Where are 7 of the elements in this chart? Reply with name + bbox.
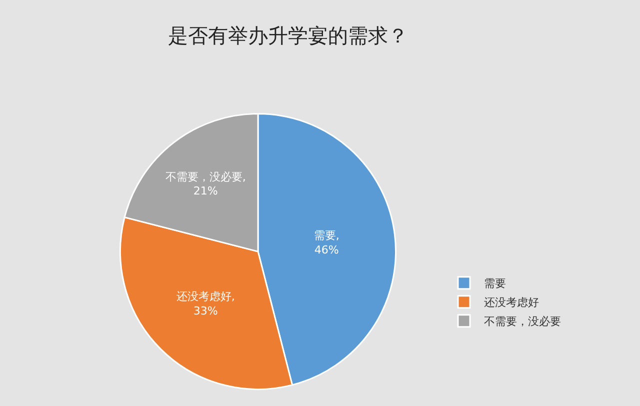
legend-label: 需要 [484,277,506,290]
legend-label: 不需要，没必要 [484,315,561,328]
data-label: 不需要，没必要, 21% [165,170,246,198]
data-label: 还没考虑好, 33% [176,290,235,318]
chart-title: 是否有举办升学宴的需求？ [168,23,408,48]
data-label: 需要, 46% [314,229,340,257]
legend-label: 还没考虑好 [484,296,539,310]
